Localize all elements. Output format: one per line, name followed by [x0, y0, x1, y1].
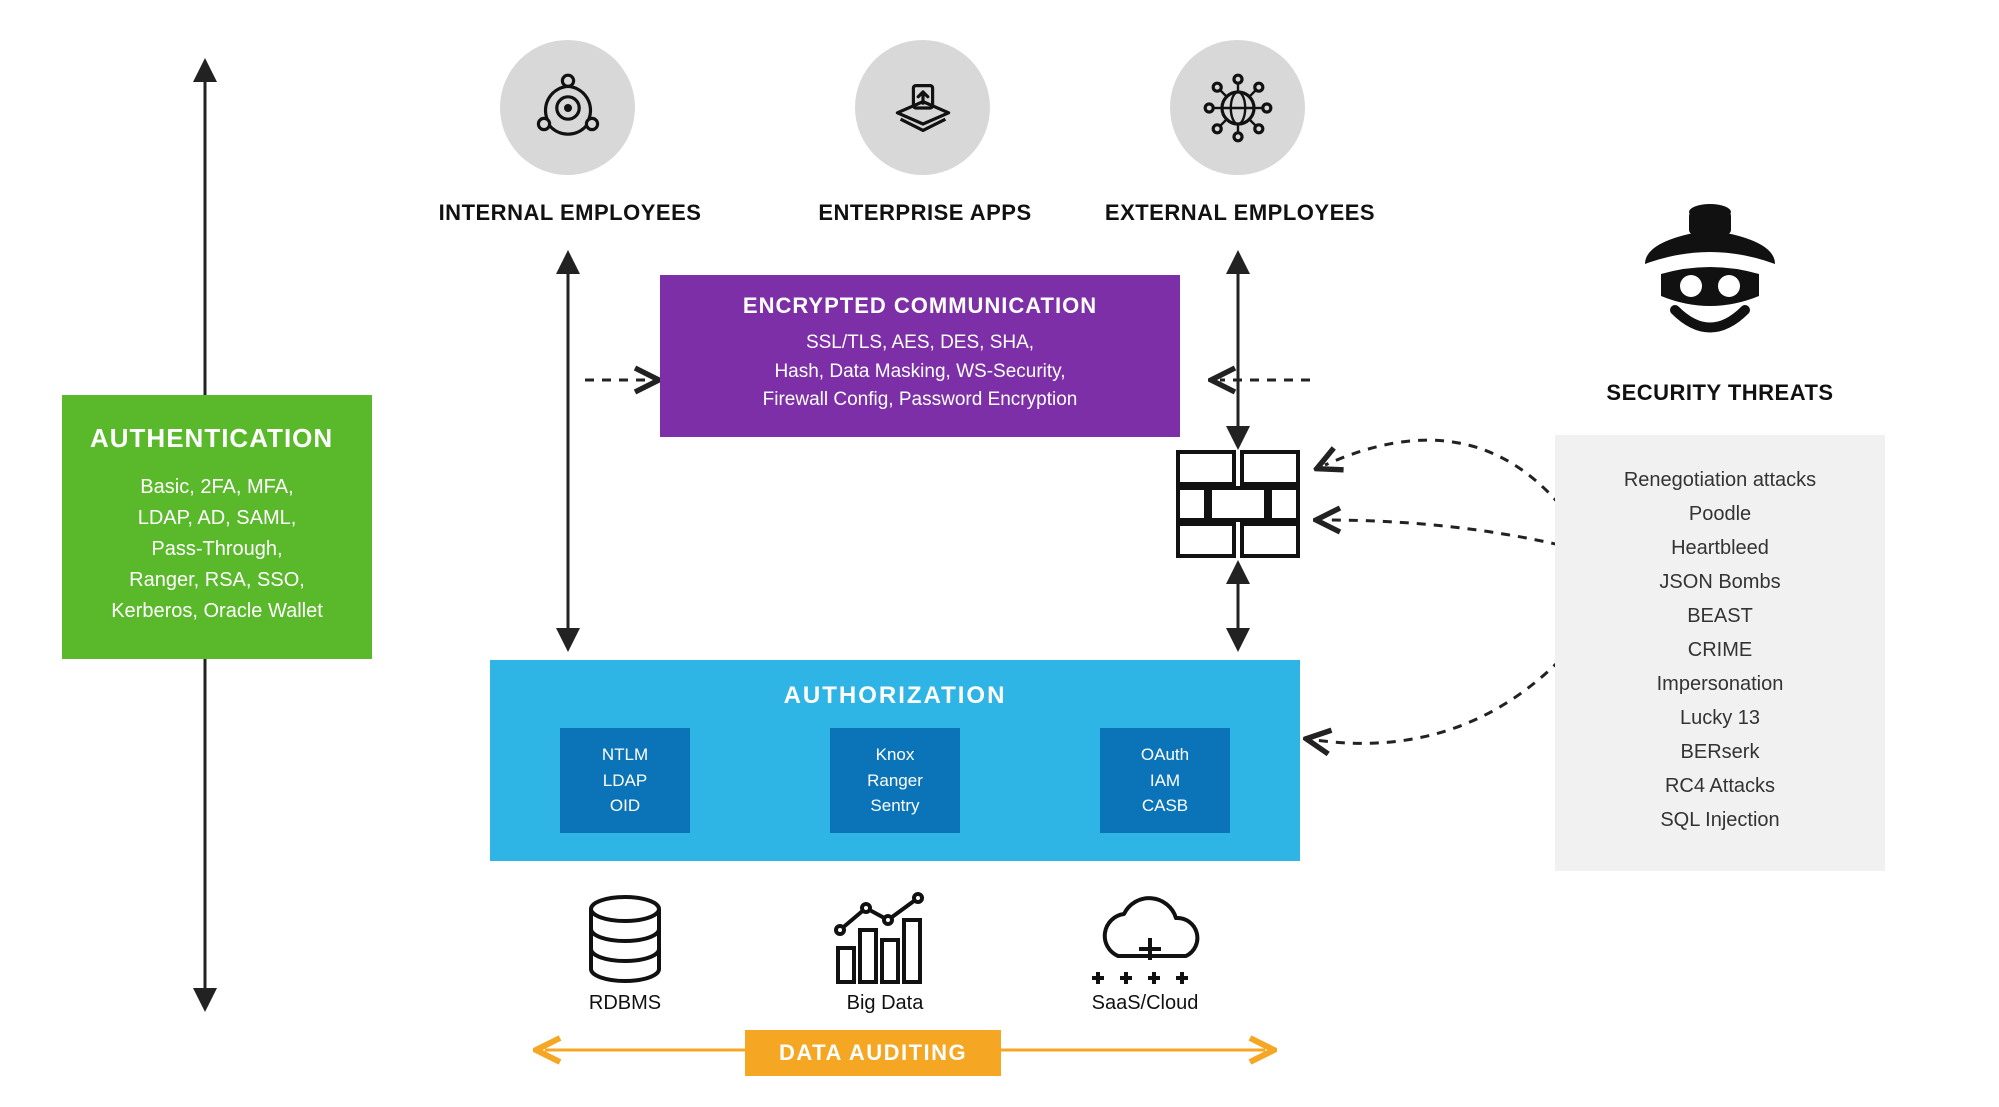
authz-group-2: OAuth IAM CASB: [1100, 728, 1230, 833]
cloud-label: SaaS/Cloud: [1070, 992, 1220, 1015]
authorization-box: AUTHORIZATION NTLM LDAP OID Knox Ranger …: [490, 660, 1300, 861]
dash-threat-2: [1325, 520, 1560, 545]
rdbms-label: RDBMS: [560, 992, 690, 1015]
rdbms-icon: [580, 895, 670, 990]
cloud-icon: [1080, 898, 1210, 990]
threats-title: SECURITY THREATS: [1560, 380, 1880, 406]
hacker-icon: [1625, 200, 1795, 360]
authentication-box: AUTHENTICATION Basic, 2FA, MFA, LDAP, AD…: [62, 395, 372, 659]
authentication-title: AUTHENTICATION: [90, 423, 344, 454]
internal-employees-label: INTERNAL EMPLOYEES: [410, 200, 730, 226]
encrypted-title: ENCRYPTED COMMUNICATION: [682, 293, 1158, 319]
authz-g0-l2: OID: [582, 793, 668, 819]
threat-0: Renegotiation attacks: [1579, 463, 1861, 497]
dash-threat-1: [1325, 440, 1560, 505]
threat-4: BEAST: [1579, 599, 1861, 633]
authentication-body: Basic, 2FA, MFA, LDAP, AD, SAML, Pass-Th…: [90, 472, 344, 627]
authz-g0-l0: NTLM: [582, 742, 668, 768]
external-employees-label: EXTERNAL EMPLOYEES: [1080, 200, 1400, 226]
threat-3: JSON Bombs: [1579, 565, 1861, 599]
enterprise-apps-icon: [855, 40, 990, 175]
stack-icon: [883, 68, 963, 148]
threat-7: Lucky 13: [1579, 701, 1861, 735]
threat-1: Poodle: [1579, 497, 1861, 531]
authz-g0-l1: LDAP: [582, 768, 668, 794]
external-employees-icon: [1170, 40, 1305, 175]
authz-g1-l1: Ranger: [852, 768, 938, 794]
dash-threat-3: [1315, 660, 1560, 743]
authz-g2-l1: IAM: [1122, 768, 1208, 794]
threats-box: Renegotiation attacks Poodle Heartbleed …: [1555, 435, 1885, 871]
threat-10: SQL Injection: [1579, 803, 1861, 837]
threat-5: CRIME: [1579, 633, 1861, 667]
threat-6: Impersonation: [1579, 667, 1861, 701]
internal-employees-icon: [500, 40, 635, 175]
nodes-icon: [528, 68, 608, 148]
threat-2: Heartbleed: [1579, 531, 1861, 565]
encrypted-box: ENCRYPTED COMMUNICATION SSL/TLS, AES, DE…: [660, 275, 1180, 437]
threat-9: RC4 Attacks: [1579, 769, 1861, 803]
authz-g1-l2: Sentry: [852, 793, 938, 819]
auditing-bar: DATA AUDITING: [745, 1030, 1001, 1076]
authz-group-1: Knox Ranger Sentry: [830, 728, 960, 833]
encrypted-body: SSL/TLS, AES, DES, SHA, Hash, Data Maski…: [682, 329, 1158, 415]
bigdata-icon: [830, 890, 940, 990]
bigdata-label: Big Data: [815, 992, 955, 1015]
globe-network-icon: [1198, 68, 1278, 148]
authz-group-0: NTLM LDAP OID: [560, 728, 690, 833]
threat-8: BERserk: [1579, 735, 1861, 769]
authz-g1-l0: Knox: [852, 742, 938, 768]
authz-g2-l2: CASB: [1122, 793, 1208, 819]
firewall-icon: [1174, 448, 1302, 563]
authz-g2-l0: OAuth: [1122, 742, 1208, 768]
enterprise-apps-label: ENTERPRISE APPS: [790, 200, 1060, 226]
authorization-title: AUTHORIZATION: [520, 682, 1270, 710]
